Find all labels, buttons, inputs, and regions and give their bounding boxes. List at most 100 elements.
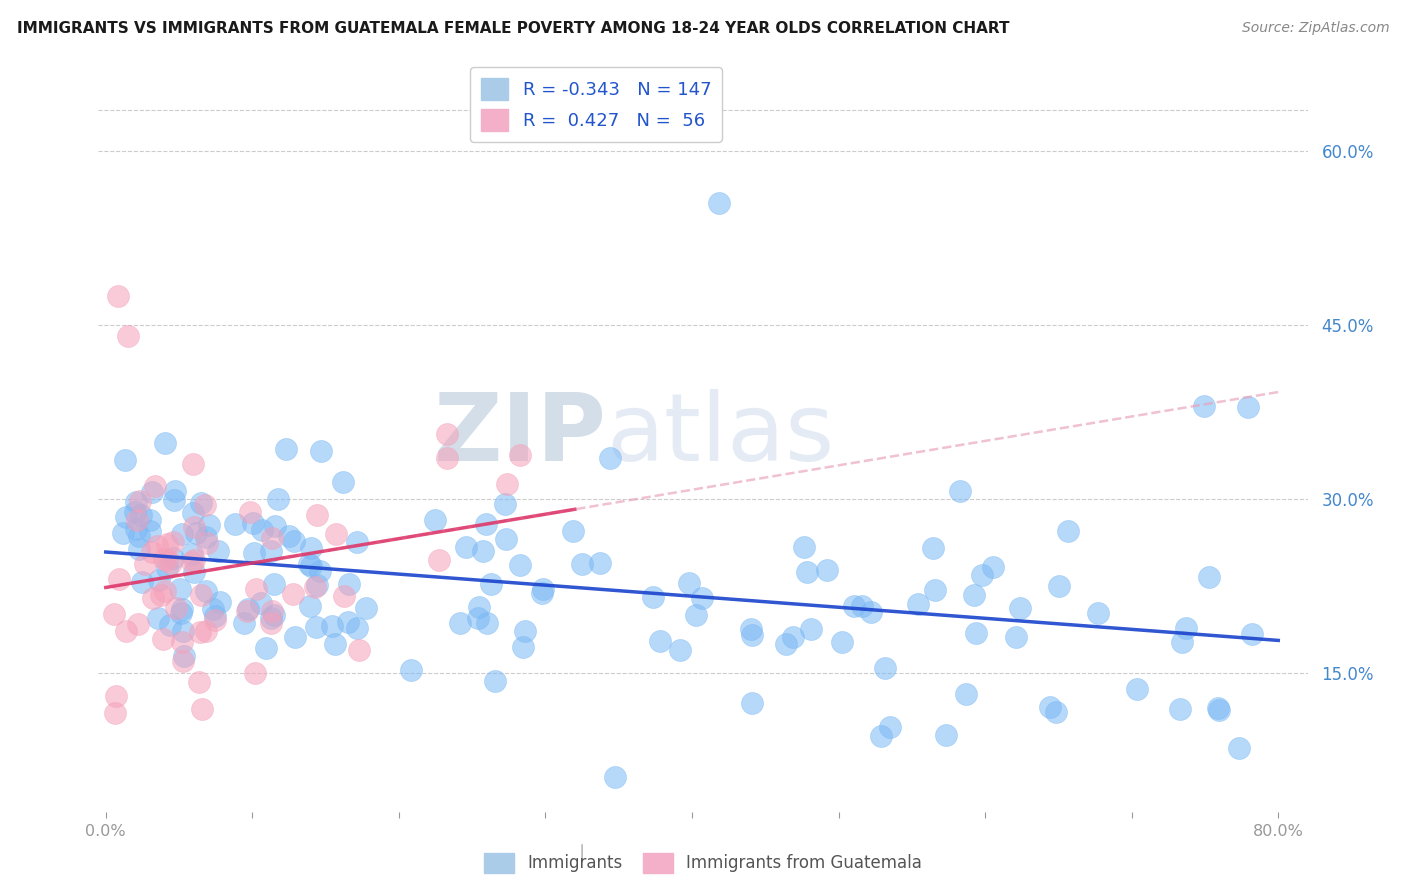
Point: [139, 524, 162, 538]
Point: [204, 608, 226, 623]
Point: [190, 702, 212, 716]
Point: [561, 524, 583, 539]
Point: [143, 479, 166, 493]
Point: [111, 526, 134, 541]
Point: [494, 497, 516, 511]
Point: [183, 519, 205, 533]
Point: [184, 526, 207, 541]
Point: [817, 563, 839, 577]
Point: [512, 640, 534, 654]
Point: [260, 544, 283, 558]
Point: [741, 696, 763, 710]
Point: [346, 534, 368, 549]
Point: [472, 544, 495, 558]
Point: [202, 602, 225, 616]
Point: [1039, 700, 1062, 714]
Point: [195, 584, 218, 599]
Point: [239, 505, 262, 519]
Point: [467, 610, 489, 624]
Point: [496, 477, 519, 491]
Point: [115, 510, 138, 524]
Point: [172, 654, 194, 668]
Point: [436, 426, 458, 441]
Point: [170, 606, 193, 620]
Point: [207, 543, 229, 558]
Point: [117, 329, 139, 343]
Point: [1236, 400, 1258, 414]
Point: [170, 527, 193, 541]
Point: [970, 568, 993, 582]
Point: [641, 590, 664, 604]
Point: [278, 529, 301, 543]
Text: ZIP: ZIP: [433, 389, 606, 481]
Point: [467, 600, 489, 615]
Point: [707, 195, 730, 210]
Point: [605, 770, 627, 784]
Point: [1168, 702, 1191, 716]
Point: [668, 643, 690, 657]
Point: [741, 628, 763, 642]
Point: [423, 513, 446, 527]
Point: [180, 547, 202, 561]
Point: [531, 582, 554, 596]
Point: [307, 508, 329, 523]
Point: [588, 556, 610, 570]
Point: [475, 517, 498, 532]
Point: [153, 583, 176, 598]
Point: [1198, 569, 1220, 583]
Point: [131, 575, 153, 590]
Point: [782, 630, 804, 644]
Point: [194, 530, 217, 544]
Point: [146, 610, 169, 624]
Point: [599, 451, 621, 466]
Point: [346, 621, 368, 635]
Point: [307, 578, 329, 592]
Point: [477, 615, 499, 630]
Point: [172, 624, 194, 639]
Point: [156, 537, 179, 551]
Point: [125, 494, 148, 508]
Point: [128, 541, 150, 556]
Point: [1056, 524, 1078, 538]
Point: [336, 615, 359, 629]
Point: [740, 622, 762, 636]
Point: [163, 484, 186, 499]
Point: [924, 582, 946, 597]
Point: [107, 572, 129, 586]
Point: [148, 574, 170, 588]
Point: [160, 556, 183, 570]
Point: [183, 553, 205, 567]
Point: [479, 577, 502, 591]
Point: [263, 519, 285, 533]
Point: [245, 582, 267, 596]
Legend: R = -0.343   N = 147, R =  0.427   N =  56: R = -0.343 N = 147, R = 0.427 N = 56: [470, 67, 723, 142]
Point: [243, 546, 266, 560]
Point: [124, 505, 146, 519]
Point: [283, 534, 305, 549]
Point: [183, 565, 205, 579]
Point: [242, 516, 264, 530]
Point: [162, 535, 184, 549]
Point: [509, 448, 531, 462]
Point: [188, 624, 211, 639]
Point: [935, 728, 957, 742]
Point: [965, 625, 987, 640]
Text: atlas: atlas: [606, 389, 835, 481]
Text: IMMIGRANTS VS IMMIGRANTS FROM GUATEMALA FEMALE POVERTY AMONG 18-24 YEAR OLDS COR: IMMIGRANTS VS IMMIGRANTS FROM GUATEMALA …: [17, 21, 1010, 36]
Point: [165, 601, 187, 615]
Point: [860, 605, 883, 619]
Point: [252, 523, 274, 537]
Point: [104, 689, 127, 703]
Point: [181, 457, 204, 471]
Point: [333, 589, 356, 603]
Point: [172, 634, 194, 648]
Point: [321, 618, 343, 632]
Point: [260, 615, 283, 630]
Point: [347, 643, 370, 657]
Point: [495, 533, 517, 547]
Point: [283, 586, 305, 600]
Point: [127, 616, 149, 631]
Point: [1194, 399, 1216, 413]
Point: [198, 518, 221, 533]
Point: [195, 536, 218, 550]
